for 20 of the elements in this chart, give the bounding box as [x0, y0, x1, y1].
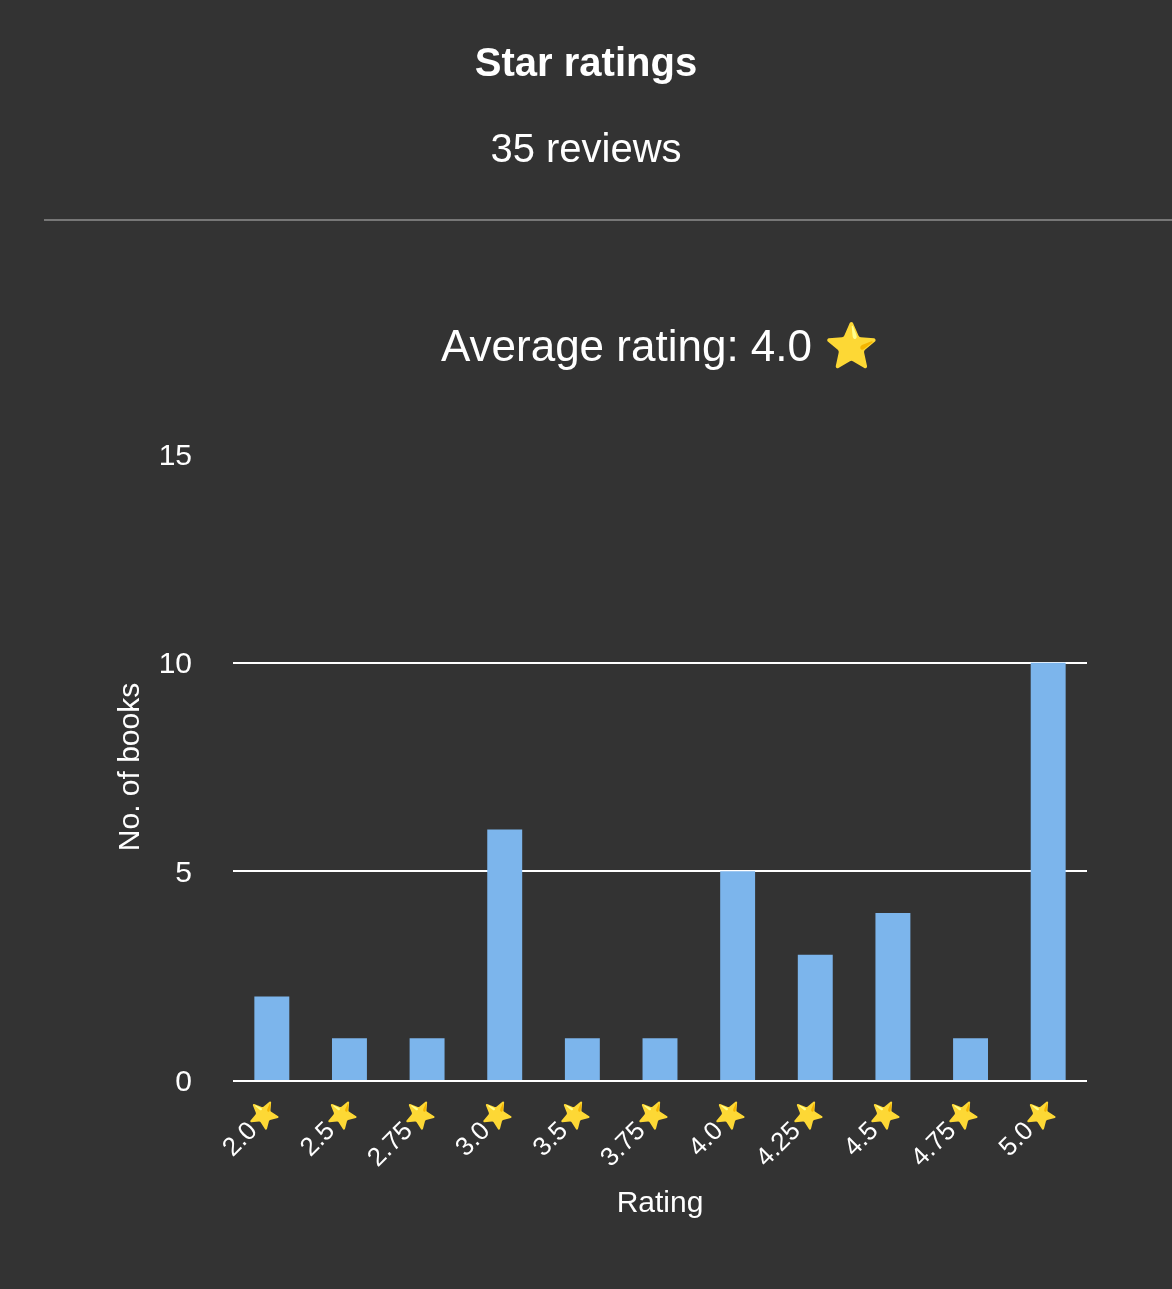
y-tick-label: 10: [158, 646, 192, 680]
y-tick-label: 5: [175, 854, 192, 888]
bar: [331, 1038, 367, 1080]
bar: [797, 954, 833, 1080]
y-axis-title: No. of books: [111, 682, 145, 852]
bar: [409, 1038, 445, 1080]
bar: [720, 871, 756, 1080]
x-axis-title: Rating: [616, 1185, 704, 1219]
bar: [487, 829, 523, 1080]
y-tick-label: 0: [175, 1063, 192, 1097]
y-tick-label: 15: [158, 437, 192, 471]
bar: [642, 1038, 678, 1080]
bar: [564, 1038, 600, 1080]
bar: [254, 996, 290, 1080]
bar: [953, 1038, 989, 1080]
bar: [1030, 662, 1066, 1080]
chart-title: Star ratings: [474, 40, 698, 84]
chart-subtitle: 35 reviews: [490, 126, 682, 170]
text: Average rating: 4.0 ⭐: [441, 321, 880, 370]
bar: [875, 913, 911, 1080]
